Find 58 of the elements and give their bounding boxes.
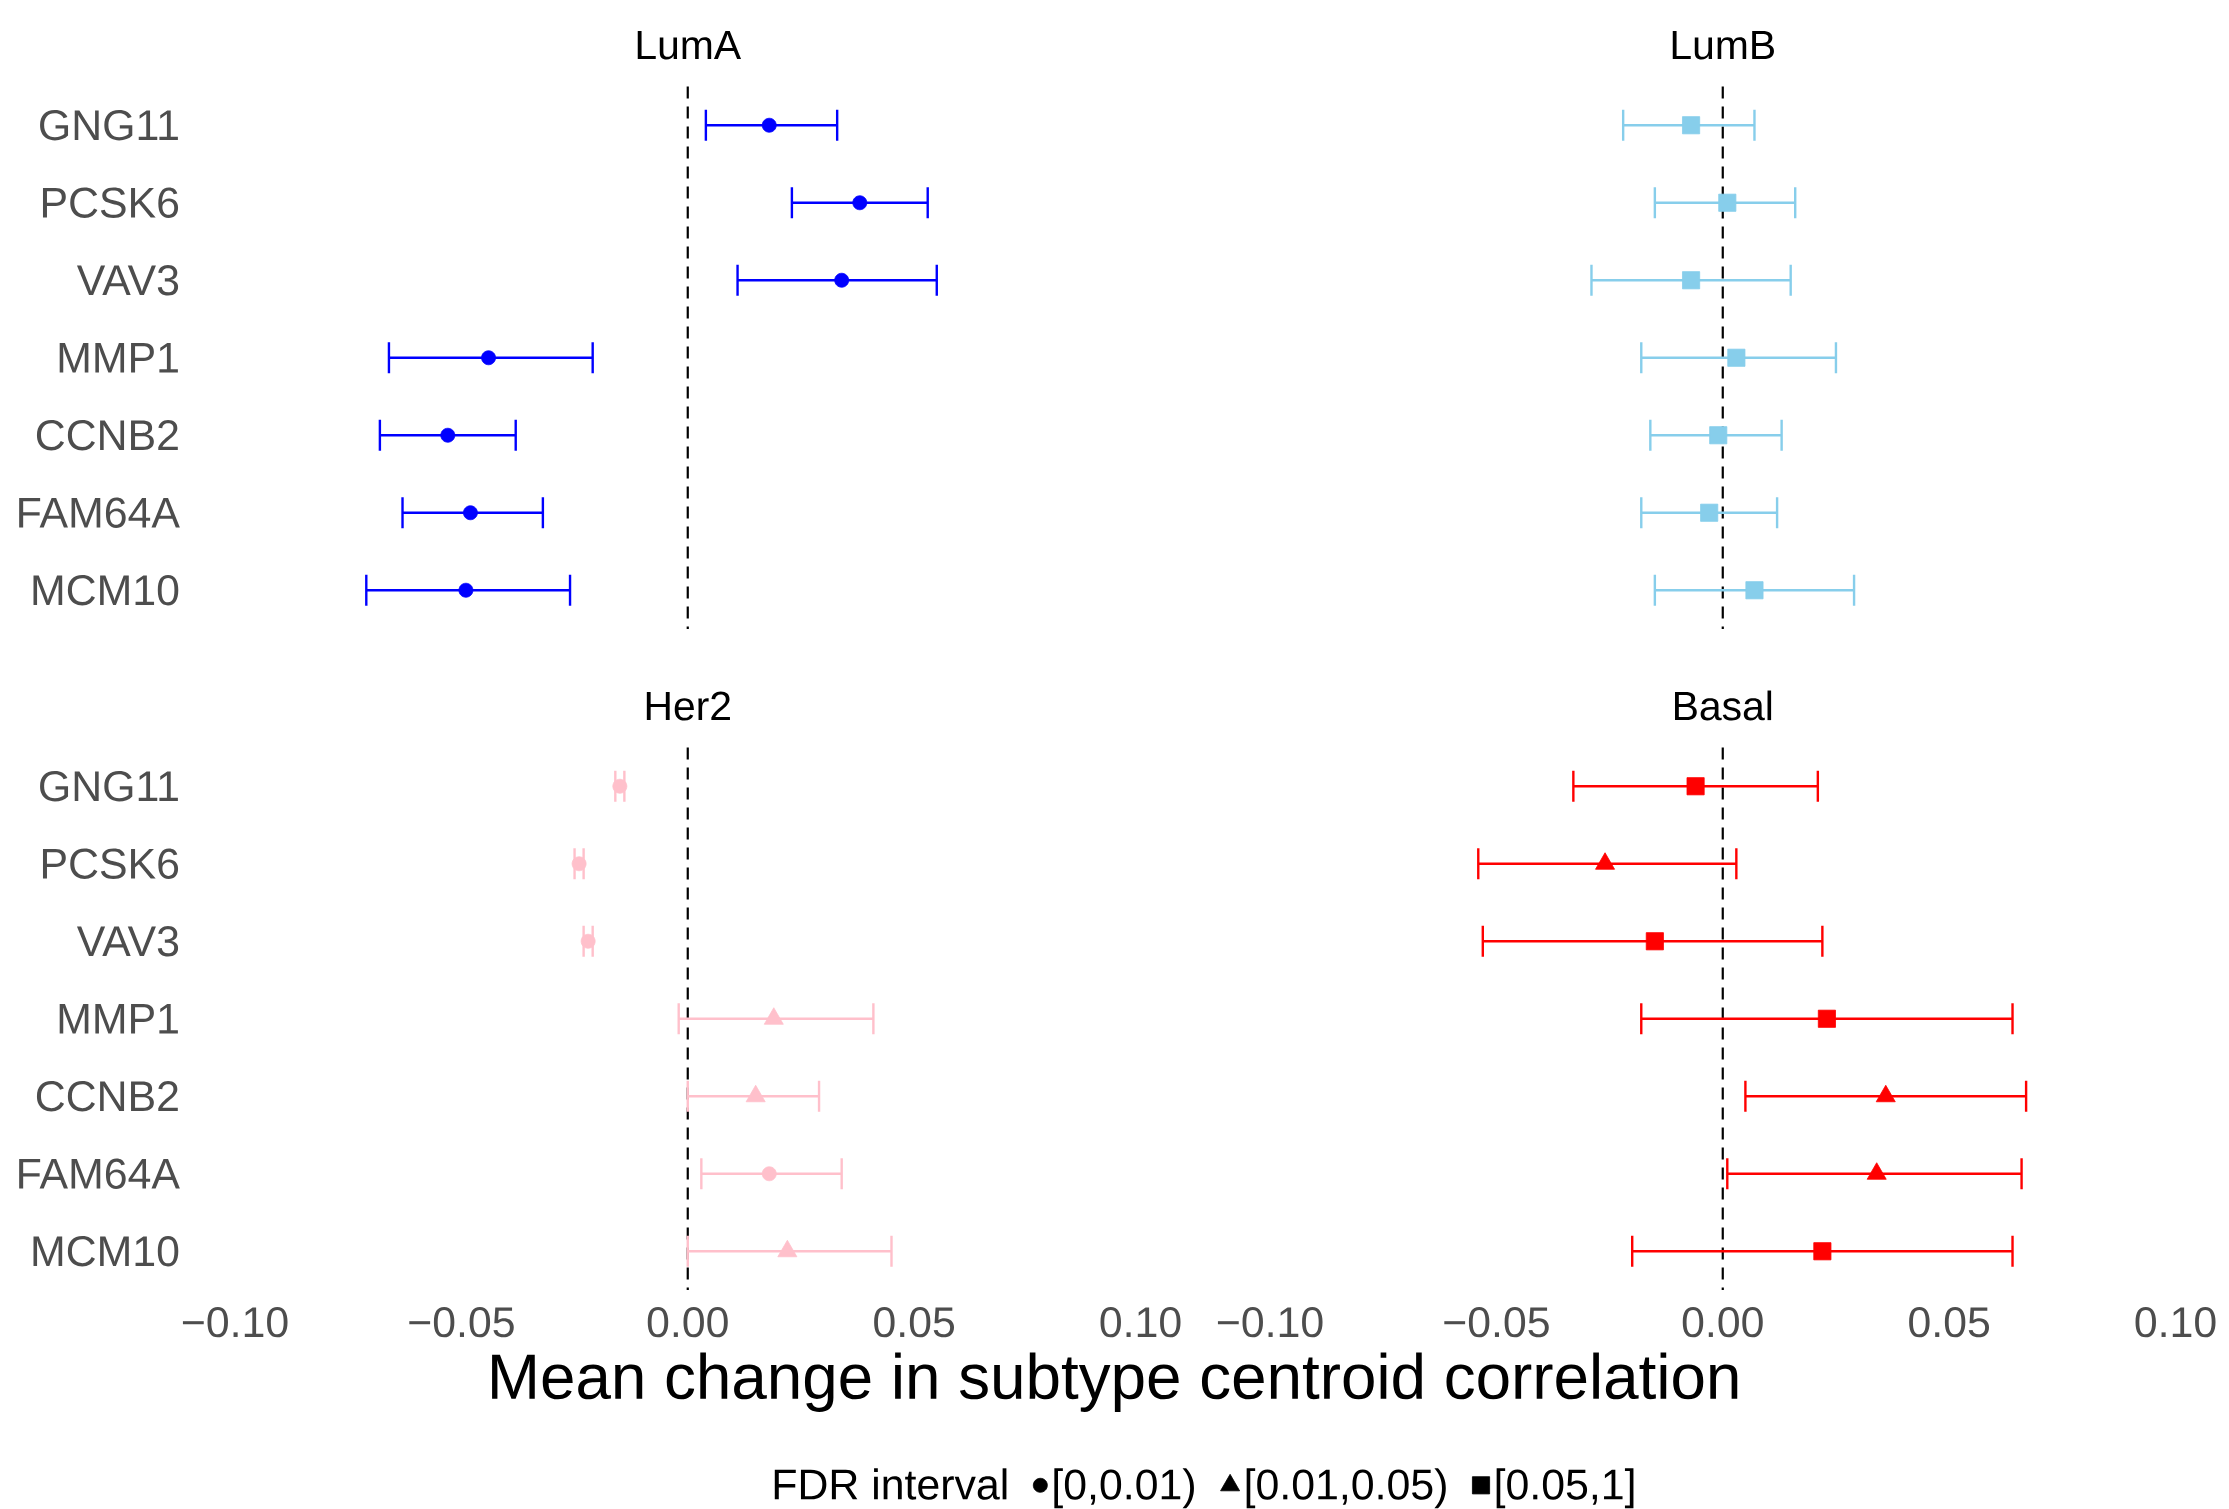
point	[777, 1239, 798, 1258]
point	[458, 582, 474, 598]
x-tick-label: −0.10	[182, 1307, 288, 1338]
y-tick-label: GNG11	[40, 110, 178, 141]
chart-title: Her2	[646, 691, 730, 721]
x-tick-label: 0.00	[1682, 1307, 1763, 1338]
point	[1709, 426, 1728, 445]
y-tick-label: GNG11	[40, 771, 178, 802]
point	[481, 350, 496, 366]
point	[1745, 581, 1764, 600]
point	[1686, 777, 1705, 796]
x-tick-label: −0.05	[409, 1307, 514, 1338]
y-tick-label: VAV3	[76, 926, 179, 957]
point	[463, 505, 478, 521]
y-tick-label: MMP1	[59, 343, 178, 373]
point	[1817, 1009, 1836, 1028]
point	[580, 933, 596, 949]
point	[1813, 1242, 1832, 1261]
point	[612, 778, 628, 794]
point	[1718, 193, 1737, 212]
chart-title: LumA	[637, 31, 742, 60]
x-tick-label: 0.00	[647, 1307, 728, 1338]
legend-label: [0.05,1]	[1496, 1468, 1634, 1509]
x-tick-label: −0.05	[1444, 1307, 1549, 1338]
y-tick-label: PCSK6	[42, 848, 179, 879]
y-tick-label: CCNB2	[36, 1081, 178, 1112]
point	[1700, 503, 1719, 522]
y-tick-label: FAM64A	[19, 497, 180, 528]
legend-title: FDR interval	[774, 1468, 1007, 1500]
point	[745, 1084, 766, 1103]
point	[1682, 116, 1701, 135]
point	[852, 195, 868, 211]
point	[1727, 348, 1746, 367]
point	[1682, 271, 1701, 290]
point	[1866, 1162, 1887, 1180]
y-tick-label: VAV3	[76, 265, 179, 296]
x-tick-label: 0.05	[1909, 1307, 1990, 1338]
point	[834, 272, 850, 288]
legend-label: [0,0.01)	[1054, 1468, 1194, 1509]
y-tick-label: FAM64A	[19, 1158, 180, 1189]
x-tick-label: 0.05	[874, 1307, 955, 1338]
y-tick-label: CCNB2	[36, 420, 178, 451]
x-tick-label: 0.10	[2135, 1307, 2216, 1338]
legend-label: [0.01,0.05)	[1246, 1468, 1446, 1509]
y-tick-label: MCM10	[33, 1236, 179, 1267]
y-tick-label: MMP1	[59, 1004, 178, 1034]
point	[571, 856, 587, 872]
y-tick-label: MCM10	[33, 575, 179, 606]
x-tick-label: −0.10	[1217, 1307, 1323, 1338]
y-tick-label: PCSK6	[42, 187, 179, 218]
chart-title: Basal	[1675, 690, 1772, 721]
point	[440, 427, 456, 443]
chart-title: LumB	[1672, 31, 1774, 60]
x-tick-label: 0.10	[1100, 1307, 1181, 1338]
point	[1645, 932, 1664, 951]
point	[763, 1007, 784, 1025]
point	[761, 117, 777, 133]
x-axis-title: Mean change in subtype centroid correlation	[492, 1352, 1738, 1412]
